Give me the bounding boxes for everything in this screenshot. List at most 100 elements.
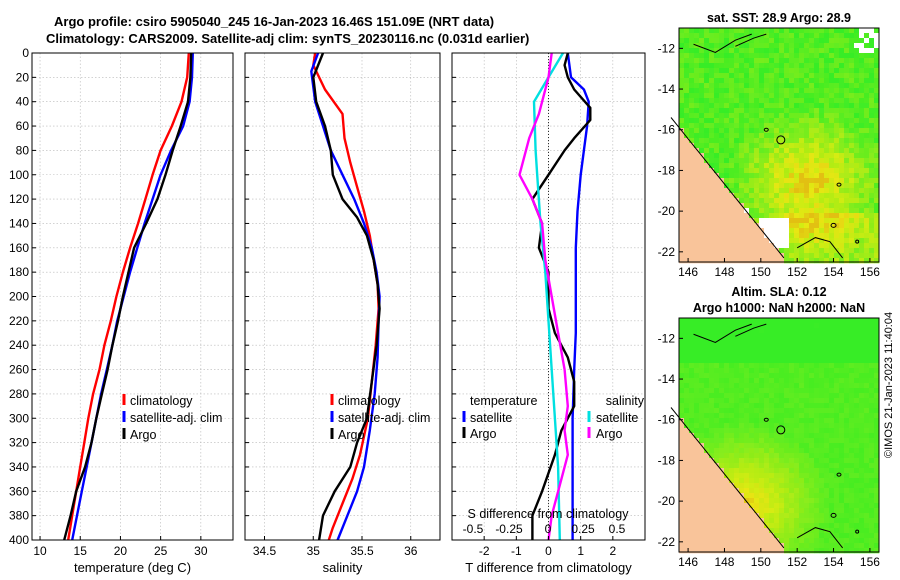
diff-temp-legend-label: satellite	[470, 411, 512, 425]
differences-x-tick-label: -1	[511, 544, 522, 558]
temperature-x-axis-label: temperature (deg C)	[74, 560, 191, 575]
temperature-legend-label: climatology	[130, 394, 193, 408]
salinity-difference-tick-label: -0.25	[495, 522, 523, 536]
sla_map-lat-tick-label: -12	[658, 331, 676, 345]
salinity-legend-label: climatology	[338, 394, 401, 408]
temperature-axes-frame	[31, 52, 234, 541]
salinity-x-tick-label: 34.5	[253, 544, 277, 558]
diff-temp-legend-label: Argo	[470, 427, 496, 441]
temperature-legend-label: Argo	[130, 428, 156, 442]
depth-tick-label: 320	[9, 436, 29, 450]
depth-tick-label: 240	[9, 338, 29, 352]
salinity-x-tick-label: 35.5	[350, 544, 374, 558]
temperature-x-tick-label: 20	[114, 544, 128, 558]
sla_map-frame	[678, 317, 880, 553]
sst_map-island-outline	[735, 33, 767, 47]
depth-tick-label: 140	[9, 216, 29, 230]
differences-x-tick-label: 0	[545, 544, 552, 558]
sst_map-title: sat. SST: 28.9 Argo: 28.9	[707, 11, 851, 25]
sst_map-coastline	[670, 117, 785, 259]
differences-series-temperature-satellite	[566, 52, 590, 540]
sst_map-lon-tick-label: 156	[860, 265, 880, 279]
salinity-series-argo	[312, 52, 381, 541]
sst_map-reef-outline	[763, 127, 769, 132]
sst_map-frame	[678, 27, 880, 263]
salinity-x-axis-label: salinity	[323, 560, 363, 575]
depth-tick-label: 80	[16, 143, 30, 157]
sst_map-lat-tick-label: -22	[658, 245, 676, 259]
difference-legend-title-salinity: salinity	[606, 394, 645, 408]
sla_map-reef-outline	[796, 527, 844, 549]
sst_map-argo-location-marker	[776, 135, 786, 145]
sst_map-lon-tick-label: 146	[678, 265, 698, 279]
sla_map-lon-tick-label: 152	[787, 555, 807, 569]
sla_map-lat-tick-label: -22	[658, 535, 676, 549]
salinity-difference-tick-label: 0	[545, 522, 552, 536]
depth-tick-label: 160	[9, 241, 29, 255]
sst_map-lon-tick-label: 152	[787, 265, 807, 279]
depth-tick-label: 340	[9, 460, 29, 474]
salinity-legend-label: satellite-adj. clim	[338, 411, 430, 425]
sla_map-reef-outline	[693, 323, 752, 343]
depth-tick-label: 40	[16, 95, 30, 109]
diff-sal-legend-label: satellite	[596, 411, 638, 425]
differences-x-tick-label: 2	[609, 544, 616, 558]
differences-series-temperature-argo	[531, 52, 592, 540]
sst_map-lon-tick-label: 154	[824, 265, 844, 279]
differences-x-tick-label: -2	[479, 544, 490, 558]
figure-title-line-1: Argo profile: csiro 5905040_245 16-Jan-2…	[54, 14, 495, 29]
sst_map-reef-outline	[836, 182, 842, 187]
sla_map-field	[679, 318, 880, 554]
salinity-difference-tick-label: 0.25	[571, 522, 595, 536]
depth-tick-label: 200	[9, 290, 29, 304]
differences-x-axis-label: T difference from climatology	[465, 560, 632, 575]
figure-title-line-2: Climatology: CARS2009. Satellite-adj cli…	[46, 31, 530, 46]
sla_map-reef-outline	[763, 417, 769, 422]
temperature-x-tick-label: 25	[154, 544, 168, 558]
temperature-x-tick-label: 15	[74, 544, 88, 558]
sla_map-reef-outline	[836, 472, 842, 477]
salinity-difference-tick-label: 0.5	[609, 522, 626, 536]
sla_map-lat-tick-label: -20	[658, 494, 676, 508]
sla_map-lon-tick-label: 148	[714, 555, 734, 569]
depth-tick-label: 300	[9, 411, 29, 425]
depth-tick-label: 220	[9, 314, 29, 328]
sst_map-lat-tick-label: -12	[658, 41, 676, 55]
sst_map-lat-tick-label: -14	[658, 82, 676, 96]
sst_map-reef-outline	[796, 237, 844, 259]
depth-tick-label: 280	[9, 387, 29, 401]
differences-x-tick-label: 1	[577, 544, 584, 558]
temperature-legend-label: satellite-adj. clim	[130, 411, 222, 425]
sla_map-lon-tick-label: 156	[860, 555, 880, 569]
temperature-series-climatology	[67, 52, 190, 541]
sla_map-subtitle: Argo h1000: NaN h2000: NaN	[693, 301, 865, 315]
depth-tick-label: 0	[22, 46, 29, 60]
sla_map-lat-tick-label: -14	[658, 372, 676, 386]
sst_map-lat-tick-label: -20	[658, 204, 676, 218]
differences-series-salinity-argo	[518, 52, 569, 541]
depth-tick-label: 60	[16, 119, 30, 133]
sst_map-reef-outline	[830, 222, 837, 228]
temperature-x-tick-label: 30	[194, 544, 208, 558]
diff-sal-legend-label: Argo	[596, 427, 622, 441]
salinity-difference-axis-label: S difference from climatology	[468, 507, 630, 521]
difference-legend-title-temperature: temperature	[470, 394, 537, 408]
salinity-series-satellite-adj-clim	[310, 52, 381, 541]
salinity-x-tick-label: 36	[404, 544, 418, 558]
sla_map-island-outline	[735, 323, 767, 337]
sla_map-reef-outline	[855, 529, 860, 534]
sst_map-reef-outline	[855, 239, 860, 244]
salinity-difference-tick-label: -0.5	[463, 522, 484, 536]
sst_map-reef-outline	[693, 33, 752, 53]
sla_map-reef-outline	[830, 512, 837, 518]
temperature-series-argo	[63, 52, 193, 541]
depth-tick-label: 180	[9, 265, 29, 279]
sst_map-lat-tick-label: -16	[658, 123, 676, 137]
salinity-x-tick-label: 35	[307, 544, 321, 558]
differences-series-salinity-satellite	[532, 52, 565, 541]
depth-tick-label: 260	[9, 363, 29, 377]
sla_map-lon-tick-label: 150	[751, 555, 771, 569]
depth-tick-label: 100	[9, 168, 29, 182]
sst_map-lon-tick-label: 150	[751, 265, 771, 279]
